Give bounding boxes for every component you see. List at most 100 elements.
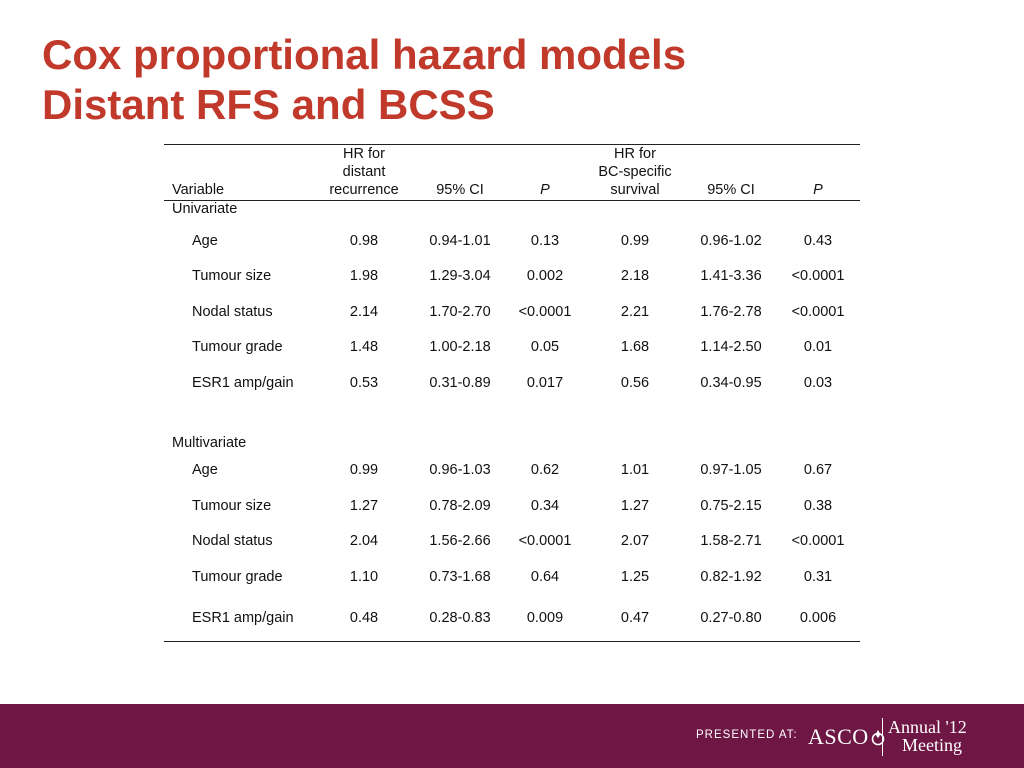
table-row: Nodal status 2.14 1.70-2.70 <0.0001 2.21… xyxy=(164,294,860,330)
cell-hr1: 2.14 xyxy=(349,303,379,320)
cell-hr2: 1.01 xyxy=(620,462,650,479)
table-row: Nodal status 2.04 1.56-2.66 <0.0001 2.07… xyxy=(164,524,860,560)
cell-ci1: 1.00-2.18 xyxy=(429,339,491,356)
header-p-1: P xyxy=(506,144,584,201)
cell-variable: Nodal status xyxy=(192,533,273,550)
cell-p1: <0.0001 xyxy=(518,303,572,320)
section-row-multivariate: Multivariate xyxy=(164,401,860,453)
cell-ci1: 0.31-0.89 xyxy=(429,374,491,391)
header-hr2-line1: HR for xyxy=(614,146,656,162)
cell-hr2: 1.25 xyxy=(620,568,650,585)
table-row: ESR1 amp/gain 0.53 0.31-0.89 0.017 0.56 … xyxy=(164,365,860,401)
cell-hr2: 2.07 xyxy=(620,533,650,550)
cell-ci1: 0.96-1.03 xyxy=(429,462,491,479)
cell-hr1: 1.27 xyxy=(349,497,379,514)
slide-title: Cox proportional hazard models Distant R… xyxy=(42,30,686,130)
cell-ci2: 1.41-3.36 xyxy=(700,268,762,285)
cell-p1: 0.002 xyxy=(526,268,564,285)
cell-ci1: 1.56-2.66 xyxy=(429,533,491,550)
cell-hr2: 1.27 xyxy=(620,497,650,514)
cell-ci2: 0.27-0.80 xyxy=(686,594,776,642)
cell-hr1: 0.99 xyxy=(349,462,379,479)
header-hr-distant: HR for distant recurrence xyxy=(314,144,414,201)
cell-p1: 0.017 xyxy=(526,374,564,391)
header-hr1-line2: distant xyxy=(342,164,386,180)
cell-ci1: 0.73-1.68 xyxy=(429,568,491,585)
cell-p1: 0.05 xyxy=(530,339,560,356)
cell-variable: Tumour size xyxy=(192,268,272,285)
cell-ci2: 0.97-1.05 xyxy=(700,462,762,479)
cell-ci2: 0.75-2.15 xyxy=(700,497,762,514)
cell-p2: 0.31 xyxy=(803,568,833,585)
cell-variable: Age xyxy=(192,232,218,249)
cell-p2: 0.006 xyxy=(776,594,860,642)
title-line-1: Cox proportional hazard models xyxy=(42,31,687,78)
header-hr1-line1: HR for xyxy=(343,146,385,162)
cell-p1: 0.13 xyxy=(530,232,560,249)
section-row-univariate: Univariate xyxy=(164,201,860,224)
table-row: Tumour grade 1.10 0.73-1.68 0.64 1.25 0.… xyxy=(164,559,860,595)
table-row: Tumour grade 1.48 1.00-2.18 0.05 1.68 1.… xyxy=(164,330,860,366)
cell-hr1: 1.10 xyxy=(349,568,379,585)
cell-hr1: 1.48 xyxy=(349,339,379,356)
cell-p2: <0.0001 xyxy=(791,268,845,285)
table-row: Age 0.98 0.94-1.01 0.13 0.99 0.96-1.02 0… xyxy=(164,223,860,259)
cell-p2: 0.67 xyxy=(803,462,833,479)
cell-ci1: 1.70-2.70 xyxy=(429,303,491,320)
cell-hr2: 1.68 xyxy=(620,339,650,356)
cell-ci2: 0.34-0.95 xyxy=(700,374,762,391)
cell-variable: Tumour size xyxy=(192,497,272,514)
cell-variable: Tumour grade xyxy=(192,339,283,356)
table-row: ESR1 amp/gain 0.48 0.28-0.83 0.009 0.47 … xyxy=(164,594,860,642)
cell-ci1: 0.78-2.09 xyxy=(429,497,491,514)
meeting-line-1: Annual '12 xyxy=(888,717,967,737)
cell-ci2: 1.14-2.50 xyxy=(700,339,762,356)
table-row: Age 0.99 0.96-1.03 0.62 1.01 0.97-1.05 0… xyxy=(164,453,860,489)
table-header-row: Variable HR for distant recurrence 95% C… xyxy=(164,144,860,201)
cell-variable: Nodal status xyxy=(192,303,273,320)
presented-at-label: PRESENTED AT: xyxy=(696,729,798,741)
cell-hr1: 0.48 xyxy=(314,594,414,642)
cox-table-container: Variable HR for distant recurrence 95% C… xyxy=(164,144,860,642)
asco-logo: ASCO xyxy=(808,720,885,754)
cell-p2: <0.0001 xyxy=(791,303,845,320)
header-hr2-line2: BC-specific xyxy=(598,164,672,180)
asco-flame-icon xyxy=(871,730,884,746)
cell-ci2: 1.76-2.78 xyxy=(700,303,762,320)
section-label-multivariate: Multivariate xyxy=(172,434,247,451)
cell-variable: Tumour grade xyxy=(192,568,283,585)
cell-p1: 0.34 xyxy=(530,497,560,514)
title-line-2: Distant RFS and BCSS xyxy=(42,81,495,128)
header-p-2: P xyxy=(776,144,860,201)
cell-hr2: 2.21 xyxy=(620,303,650,320)
cell-hr1: 1.98 xyxy=(349,268,379,285)
cell-ci2: 1.58-2.71 xyxy=(700,533,762,550)
cell-hr1: 2.04 xyxy=(349,533,379,550)
cell-p2: 0.03 xyxy=(803,374,833,391)
cell-hr1: 0.53 xyxy=(349,374,379,391)
cell-ci1: 1.29-3.04 xyxy=(429,268,491,285)
cell-ci1: 0.28-0.83 xyxy=(414,594,506,642)
cell-variable: Age xyxy=(192,462,218,479)
footer-bar: PRESENTED AT: ASCO Annual '12 Meeting xyxy=(0,704,1024,768)
cell-variable: ESR1 amp/gain xyxy=(192,374,294,391)
cell-p1: 0.64 xyxy=(530,568,560,585)
meeting-line-2: Meeting xyxy=(902,735,962,755)
header-hr2-line3: survival xyxy=(610,182,660,198)
cell-hr1: 0.98 xyxy=(349,232,379,249)
cell-variable: ESR1 amp/gain xyxy=(164,594,314,642)
cell-p2: 0.01 xyxy=(803,339,833,356)
cell-hr2: 0.47 xyxy=(584,594,686,642)
annual-meeting-logo: Annual '12 Meeting xyxy=(888,718,967,754)
cell-p2: 0.43 xyxy=(803,232,833,249)
header-variable: Variable xyxy=(164,144,314,201)
table-row: Tumour size 1.98 1.29-3.04 0.002 2.18 1.… xyxy=(164,259,860,295)
cell-hr2: 2.18 xyxy=(620,268,650,285)
cell-p1: 0.009 xyxy=(506,594,584,642)
cell-ci2: 0.82-1.92 xyxy=(700,568,762,585)
header-ci-1: 95% CI xyxy=(414,144,506,201)
cell-p2: 0.38 xyxy=(803,497,833,514)
asco-wordmark: ASCO xyxy=(808,724,869,749)
cell-p1: 0.62 xyxy=(530,462,560,479)
cell-p1: <0.0001 xyxy=(518,533,572,550)
